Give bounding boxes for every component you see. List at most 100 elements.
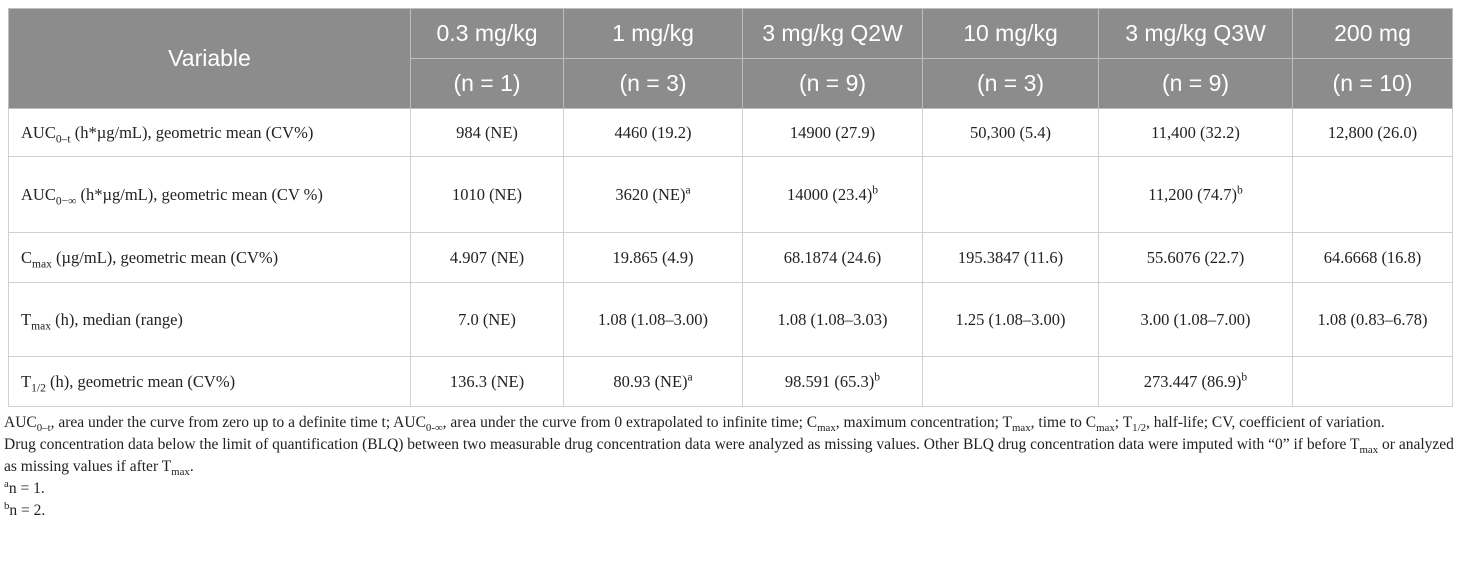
table-cell: 7.0 (NE) <box>410 282 564 357</box>
text-run: ; T <box>1114 414 1133 431</box>
subscript: max <box>1096 422 1115 435</box>
text-run: 273.447 (86.9) <box>1143 371 1242 391</box>
table-cell <box>922 156 1099 233</box>
text-run: 7.0 (NE) <box>458 309 516 329</box>
subscript: max <box>817 422 836 435</box>
text-run: AUC <box>21 184 56 204</box>
text-run: , half-life; CV, coefficient of variatio… <box>1146 414 1385 431</box>
text-run: 12,800 (26.0) <box>1327 122 1418 142</box>
table-cell: 136.3 (NE) <box>410 356 564 407</box>
footnote: an = 1. <box>4 478 1454 500</box>
header-cell: (n = 3) <box>563 58 743 109</box>
supscript: a <box>4 477 9 490</box>
text-run: (h*µg/mL), geometric mean (CV%) <box>70 122 314 142</box>
table-row: AUC0–t (h*µg/mL), geometric mean (CV%) 98… <box>8 108 1453 157</box>
text-run: (h), geometric mean (CV%) <box>45 371 236 391</box>
row-label: Tmax (h), median (range) <box>8 282 411 357</box>
table-cell: 273.447 (86.9)b <box>1098 356 1293 407</box>
text-run: 14000 (23.4) <box>786 184 873 204</box>
table-cell: 11,400 (32.2) <box>1098 108 1293 157</box>
header-row: Variable 0.3 mg/kg 1 mg/kg 3 mg/kg Q2W 10 mg… <box>8 8 1453 109</box>
table-cell: 98.591 (65.3)b <box>742 356 923 407</box>
table-cell: 1.08 (0.83–6.78) <box>1292 282 1453 357</box>
subscript: max <box>31 319 51 332</box>
subscript: 0–t <box>55 132 71 145</box>
text-run: 68.1874 (24.6) <box>783 247 882 267</box>
header-cell: 0.3 mg/kg <box>410 8 564 59</box>
supscript: a <box>687 371 693 384</box>
text-run: T <box>21 371 32 391</box>
supscript: b <box>1241 371 1248 384</box>
data-table: Variable 0.3 mg/kg 1 mg/kg 3 mg/kg Q2W 10 mg… <box>8 8 1453 407</box>
table-cell: 3620 (NE)a <box>563 156 743 233</box>
subscript: max <box>1359 444 1379 457</box>
text-run: , area under the curve from zero up to a… <box>50 414 426 431</box>
text-run: 11,400 (32.2) <box>1151 122 1240 142</box>
subscript: max <box>171 466 190 479</box>
header-cell: (n = 3) <box>922 58 1099 109</box>
text-run: . <box>189 458 194 475</box>
text-run: , maximum concentration; T <box>835 414 1012 431</box>
text-run: 19.865 (4.9) <box>612 247 694 267</box>
text-run: (h), median (range) <box>50 309 183 329</box>
subscript: 0-∞ <box>425 422 443 435</box>
table-cell: 1.25 (1.08–3.00) <box>922 282 1099 357</box>
text-run: 3620 (NE) <box>615 184 686 204</box>
table-cell: 1010 (NE) <box>410 156 564 233</box>
table-body: AUC0–t (h*µg/mL), geometric mean (CV%) 98… <box>8 108 1453 407</box>
text-run: 55.6076 (22.7) <box>1146 247 1245 267</box>
row-label: AUC0–t (h*µg/mL), geometric mean (CV%) <box>8 108 411 157</box>
table-row: T1/2 (h), geometric mean (CV%) 136.3 (NE)… <box>8 356 1453 407</box>
row-label: AUC0−∞ (h*µg/mL), geometric mean (CV %) <box>8 156 411 233</box>
text-run: , area under the curve from 0 extrapolat… <box>442 414 818 431</box>
header-cell: 1 mg/kg <box>563 8 743 59</box>
text-run: n = 1. <box>8 480 45 497</box>
subscript: max <box>1012 422 1031 435</box>
table-cell <box>1292 156 1453 233</box>
table-row: Cmax (µg/mL), geometric mean (CV%) 4.907 … <box>8 232 1453 283</box>
text-run: , time to C <box>1030 414 1097 431</box>
text-run: n = 2. <box>9 502 46 519</box>
table-cell: 1.08 (1.08–3.00) <box>563 282 743 357</box>
table-cell <box>922 356 1099 407</box>
table-cell: 4460 (19.2) <box>563 108 743 157</box>
subscript: max <box>32 257 52 270</box>
table-cell: 195.3847 (11.6) <box>922 232 1099 283</box>
table-cell: 64.6668 (16.8) <box>1292 232 1453 283</box>
table-cell: 19.865 (4.9) <box>563 232 743 283</box>
text-run: 11,200 (74.7) <box>1148 184 1237 204</box>
header-cell: 3 mg/kg Q2W <box>742 8 923 59</box>
text-run: 4.907 (NE) <box>449 247 525 267</box>
text-run: 14900 (27.9) <box>789 122 876 142</box>
table-cell: 50,300 (5.4) <box>922 108 1099 157</box>
table-cell: 1.08 (1.08–3.03) <box>742 282 923 357</box>
supscript: b <box>1236 184 1243 197</box>
text-run: 136.3 (NE) <box>449 371 525 391</box>
table-row: AUC0−∞ (h*µg/mL), geometric mean (CV %) 1… <box>8 156 1453 233</box>
text-run: 195.3847 (11.6) <box>957 247 1064 267</box>
text-run: 1010 (NE) <box>451 184 523 204</box>
text-run: C <box>21 247 33 267</box>
footnote: Drug concentration data below the limit … <box>4 434 1454 478</box>
header-cell: 200 mg <box>1292 8 1453 59</box>
table-cell: 12,800 (26.0) <box>1292 108 1453 157</box>
table-cell: 3.00 (1.08–7.00) <box>1098 282 1293 357</box>
text-run: (h*µg/mL), geometric mean (CV %) <box>76 184 323 204</box>
row-label: Cmax (µg/mL), geometric mean (CV%) <box>8 232 411 283</box>
table-cell: 14000 (23.4)b <box>742 156 923 233</box>
text-run: 4460 (19.2) <box>614 122 692 142</box>
text-run: 64.6668 (16.8) <box>1323 247 1422 267</box>
supscript: b <box>874 371 881 384</box>
subscript: 0–t <box>36 422 51 435</box>
header-cell: Variable <box>8 8 411 109</box>
text-run: AUC <box>21 122 56 142</box>
footnotes: AUC0–t, area under the curve from zero u… <box>4 412 1454 522</box>
header-cell: (n = 9) <box>742 58 923 109</box>
header-cell: (n = 1) <box>410 58 564 109</box>
text-run: 80.93 (NE) <box>613 371 688 391</box>
text-run: 98.591 (65.3) <box>784 371 875 391</box>
text-run: 1.08 (1.08–3.03) <box>777 309 888 329</box>
header-cell: (n = 9) <box>1098 58 1293 109</box>
text-run: 1.25 (1.08–3.00) <box>955 309 1066 329</box>
